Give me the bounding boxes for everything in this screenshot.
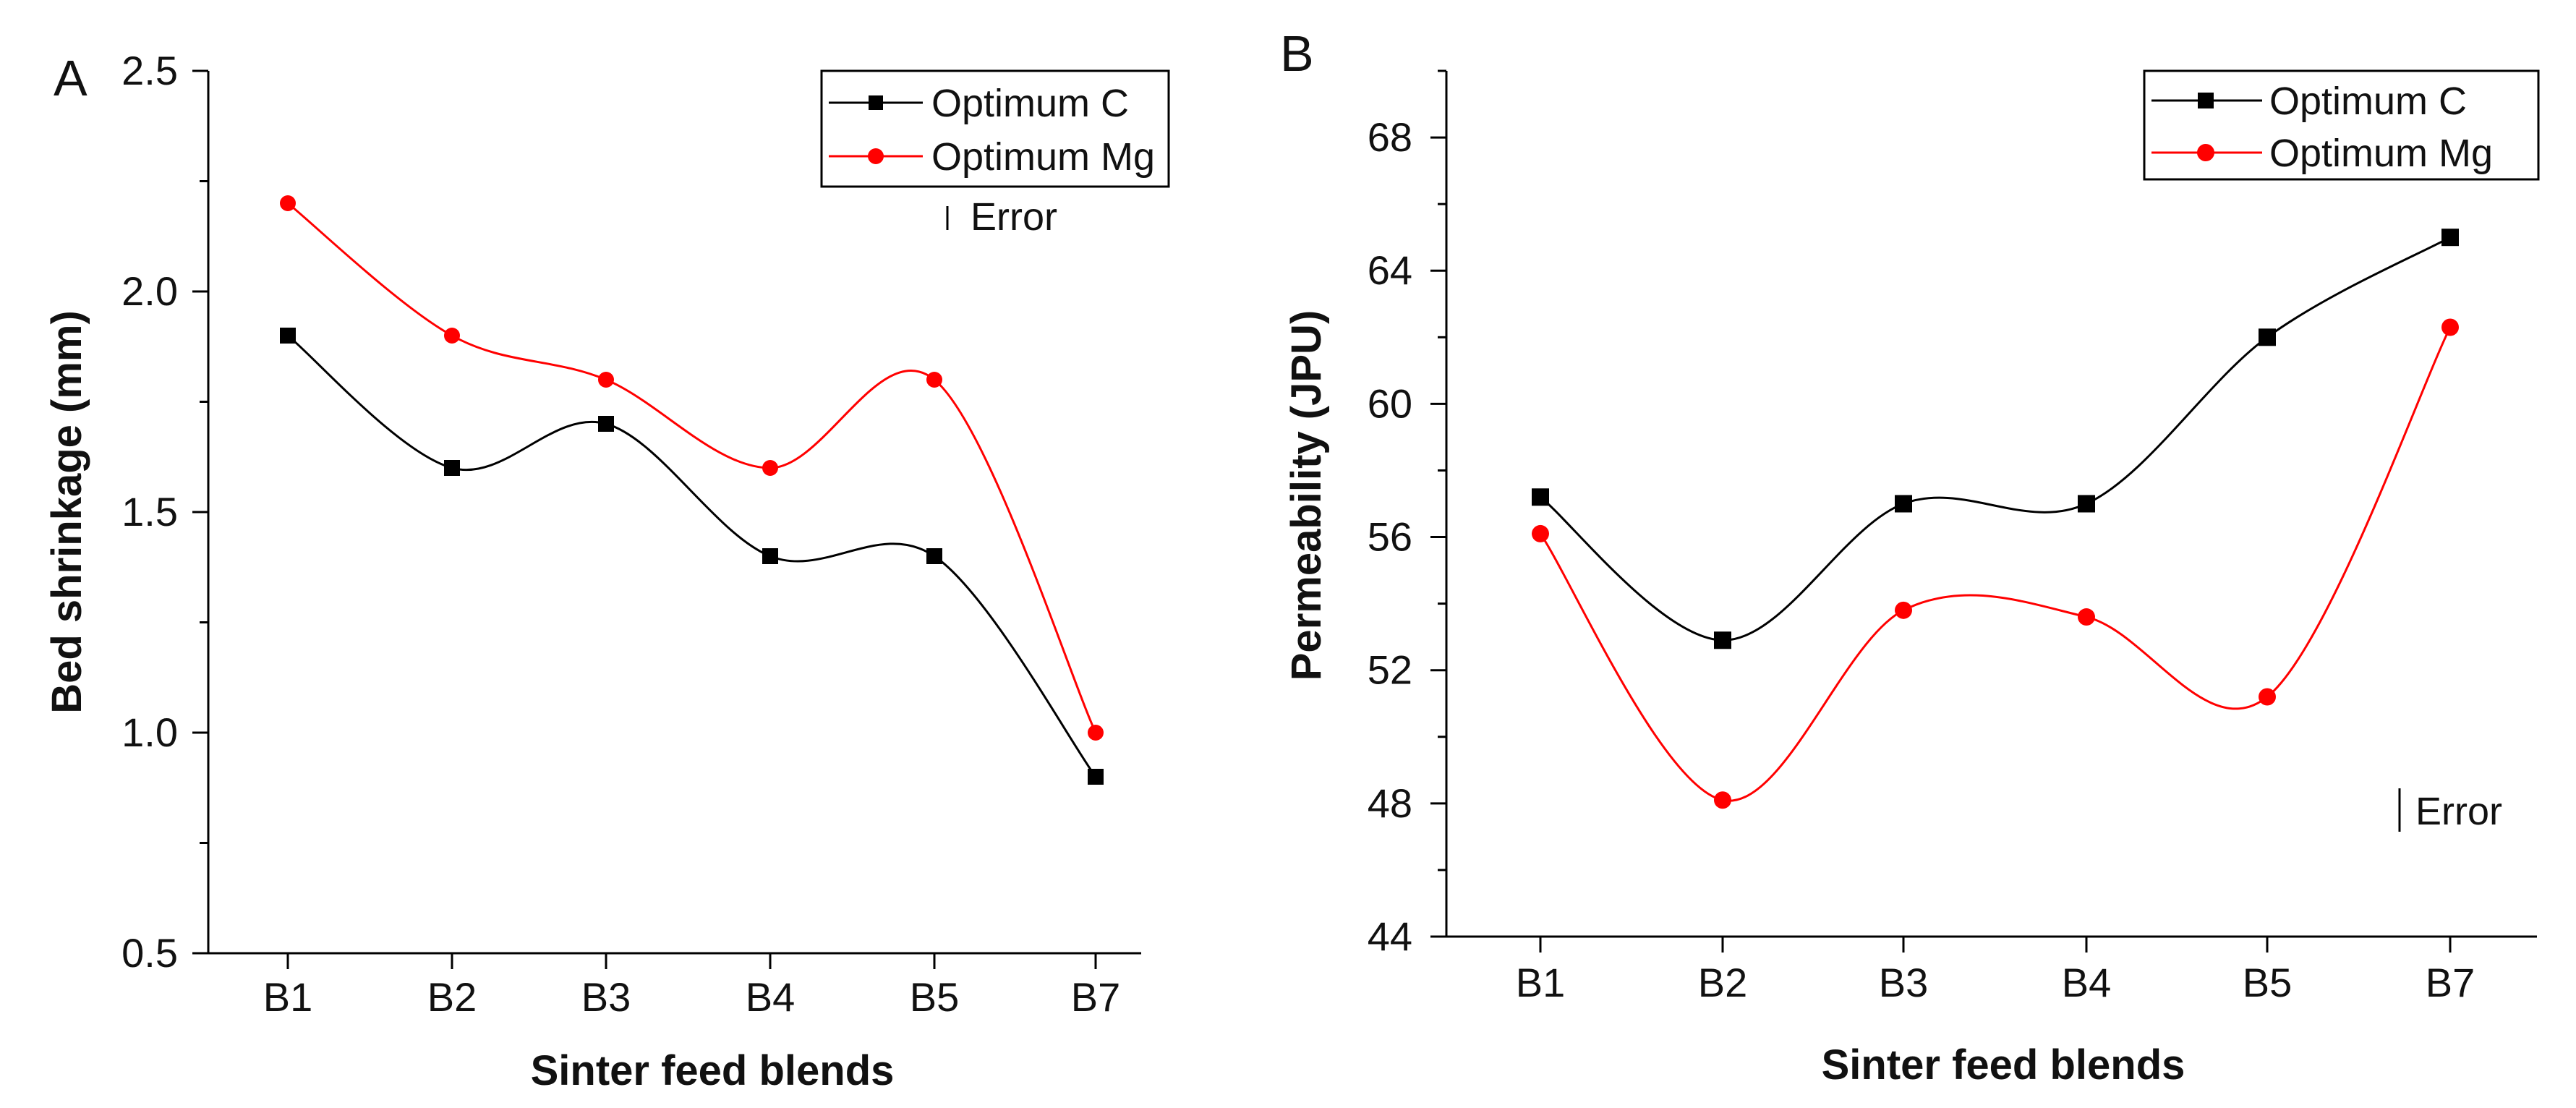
legend-box-b <box>2143 69 2540 181</box>
y-tick-label-b: 64 <box>1368 247 1412 293</box>
x-tick-label-b: B4 <box>2062 960 2112 1005</box>
y-tick-label-b: 52 <box>1368 647 1412 693</box>
y-axis-title-b: Permeability (JPU) <box>1283 310 1330 681</box>
x-tick-label-a: B1 <box>263 974 313 1020</box>
data-point-b-mg-b7 <box>2441 318 2459 336</box>
data-point-a-mg-b1 <box>280 195 296 211</box>
data-point-a-c-b3 <box>598 416 614 432</box>
data-point-b-c-b4 <box>2078 495 2095 513</box>
error-label-a: Error <box>971 195 1057 239</box>
legend-box-a <box>820 69 1170 188</box>
x-ticks-a: B1 B2 B3 B4 B5 B7 <box>263 953 1121 1020</box>
x-tick-label-b: B3 <box>1879 960 1929 1005</box>
chart-a: A 0.5 1.0 1.5 2.0 2.5 B1 B2 B3 B4 B5 B7 Bed shrin… <box>43 48 1170 1094</box>
x-axis-title-a: Sinter feed blends <box>531 1047 895 1094</box>
data-point-b-c-b3 <box>1895 495 1912 513</box>
series-a <box>280 195 1104 785</box>
x-tick-label-b: B1 <box>1516 960 1566 1005</box>
legend-label-b-c: Optimum C <box>2269 80 2467 123</box>
x-tick-label-a: B5 <box>910 974 960 1020</box>
panel-label-a: A <box>54 50 88 106</box>
legend-marker-a-c <box>869 95 883 110</box>
data-point-a-mg-b7 <box>1088 725 1104 741</box>
x-tick-label-b: B7 <box>2426 960 2475 1005</box>
y-tick-label-a: 2.0 <box>121 268 178 314</box>
x-axis-title-b: Sinter feed blends <box>1822 1041 2185 1088</box>
y-tick-label-a: 1.5 <box>121 489 178 534</box>
data-point-a-c-b7 <box>1088 769 1104 785</box>
data-point-a-c-b4 <box>762 548 778 564</box>
data-point-a-mg-b2 <box>444 328 460 344</box>
series-line-b-mg <box>1539 326 2452 802</box>
legend-a: Optimum C Optimum Mg <box>820 69 1170 188</box>
data-point-a-c-b2 <box>444 460 460 476</box>
data-point-b-mg-b2 <box>1714 791 1731 809</box>
data-point-a-mg-b4 <box>762 460 778 476</box>
data-point-b-c-b7 <box>2441 229 2459 247</box>
data-point-b-mg-b4 <box>2078 608 2095 626</box>
x-tick-label-a: B7 <box>1071 974 1121 1020</box>
y-tick-label-b: 48 <box>1368 780 1412 826</box>
y-tick-label-b: 60 <box>1368 380 1412 426</box>
x-tick-label-a: B4 <box>746 974 796 1020</box>
panel-label-b: B <box>1280 25 1314 82</box>
legend-label-a-mg: Optimum Mg <box>931 135 1155 179</box>
y-tick-label-a: 1.0 <box>121 709 178 755</box>
legend-label-a-c: Optimum C <box>931 82 1129 125</box>
x-tick-label-b: B2 <box>1698 960 1748 1005</box>
legend-b: Optimum C Optimum Mg <box>2143 69 2540 181</box>
data-point-a-mg-b3 <box>598 372 614 388</box>
y-ticks-b: 44 48 52 56 60 64 68 <box>1368 69 1446 959</box>
y-tick-label-a: 0.5 <box>121 930 178 976</box>
data-point-b-mg-b3 <box>1895 601 1912 619</box>
data-point-a-mg-b5 <box>926 372 942 388</box>
x-tick-label-a: B2 <box>427 974 477 1020</box>
series-line-a-c <box>287 334 1097 777</box>
y-tick-label-b: 56 <box>1368 514 1412 560</box>
y-tick-label-b: 68 <box>1368 114 1412 160</box>
legend-marker-a-mg <box>868 148 884 164</box>
y-axis-title-a: Bed shrinkage (mm) <box>43 310 90 714</box>
series-line-b-c <box>1540 236 2451 642</box>
chart-b: B 44 48 52 56 60 64 68 B1 B2 B3 B4 B5 B7 Permeabili… <box>1280 25 2540 1088</box>
y-ticks-a: 0.5 1.0 1.5 2.0 2.5 <box>121 48 208 976</box>
legend-marker-b-mg <box>2197 144 2214 161</box>
series-b <box>1532 229 2459 809</box>
x-tick-label-b: B5 <box>2243 960 2293 1005</box>
legend-label-b-mg: Optimum Mg <box>2269 132 2493 175</box>
data-point-b-mg-b1 <box>1532 524 1549 542</box>
x-ticks-b: B1 B2 B3 B4 B5 B7 <box>1516 937 2475 1005</box>
error-label-b: Error <box>2415 790 2502 833</box>
x-tick-label-a: B3 <box>581 974 631 1020</box>
legend-marker-b-c <box>2198 93 2214 108</box>
data-point-b-c-b1 <box>1532 488 1549 506</box>
series-line-a-mg <box>287 202 1097 733</box>
y-tick-label-a: 2.5 <box>121 48 178 93</box>
data-point-a-c-b1 <box>280 328 296 344</box>
y-tick-label-b: 44 <box>1368 913 1412 959</box>
data-point-a-c-b5 <box>926 548 942 564</box>
data-point-b-mg-b5 <box>2259 688 2276 706</box>
data-point-b-c-b5 <box>2259 328 2276 346</box>
data-point-b-c-b2 <box>1714 631 1731 649</box>
